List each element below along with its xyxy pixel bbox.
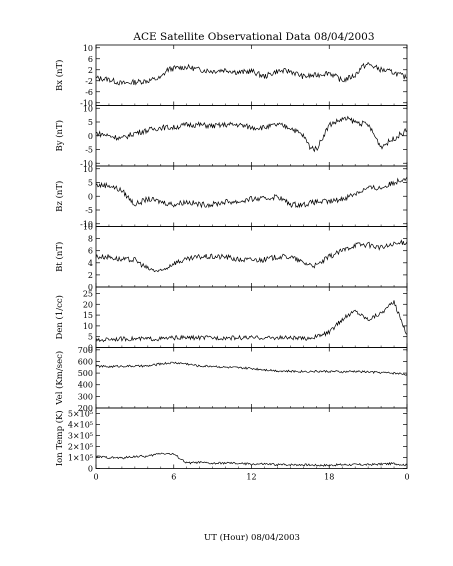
y-tick-label: 4×10⁵ — [68, 421, 93, 430]
y-tick-label: 500 — [78, 369, 93, 378]
y-tick-label: 200 — [78, 404, 93, 413]
panel-frame — [95, 226, 408, 288]
panel-4: 10 8 6 4 2 0 Bt (nT) — [54, 223, 408, 292]
y-tick-label: 6 — [88, 247, 93, 256]
y-axis-title: Bx (nT) — [54, 59, 65, 91]
y-tick-label: 6 — [88, 55, 93, 64]
y-tick-label: 0 — [88, 192, 93, 201]
series-line — [95, 361, 408, 376]
series-line — [95, 115, 408, 153]
y-axis-title: Ion Temp (K) — [54, 410, 65, 466]
figure-title: ACE Satellite Observational Data 08/04/2… — [132, 31, 374, 43]
y-tick-label: -10 — [80, 159, 93, 168]
panel-6: 700 600 500 400 300 200 Vel (Km/sec) — [54, 346, 408, 413]
x-tick-label: 18 — [324, 473, 334, 482]
y-tick-label: 5 — [88, 179, 93, 188]
y-tick-label: 5 — [88, 118, 93, 127]
y-tick-label: 2×10⁵ — [68, 443, 93, 452]
y-axis-title: Den (1/cc) — [54, 295, 65, 339]
y-tick-label: -2 — [85, 77, 93, 86]
panel-1: 10 6 2 -2 -6 -10 Bx (nT) — [54, 44, 408, 108]
y-tick-label: 25 — [83, 289, 93, 298]
panels-group: 10 6 2 -2 -6 -10 Bx (nT) 10 5 0 -5 -10 By (nT) 10 5 0 -5… — [54, 44, 408, 474]
y-axis-title: Vel (Km/sec) — [54, 351, 65, 406]
y-tick-label: 20 — [83, 300, 93, 309]
series-line — [95, 61, 408, 86]
y-axis-title: Bz (nT) — [54, 181, 65, 212]
y-tick-label: 10 — [83, 44, 93, 53]
x-axis-label: UT (Hour) 08/04/2003 — [204, 532, 300, 543]
series-line — [95, 176, 408, 209]
y-tick-label: 4 — [88, 259, 93, 268]
y-tick-label: 10 — [83, 322, 93, 331]
y-axis-title: Bt (nT) — [54, 242, 65, 272]
x-tick-label: 12 — [246, 473, 256, 482]
x-tick-label: 0 — [404, 473, 409, 482]
y-tick-label: -10 — [80, 220, 93, 229]
y-tick-label: 3×10⁵ — [68, 432, 93, 441]
panel-frame — [95, 105, 408, 167]
panel-2: 10 5 0 -5 -10 By (nT) — [54, 104, 408, 168]
y-tick-label: 10 — [83, 104, 93, 113]
panel-7: 5×10⁵ 4×10⁵ 3×10⁵ 2×10⁵ 1×10⁵ 0 Ion Temp (K) — [54, 407, 408, 474]
series-line — [95, 300, 408, 343]
panel-5: 25 20 15 10 5 0 Den (1/cc) — [54, 286, 408, 353]
panel-3: 10 5 0 -5 -10 Bz (nT) — [54, 165, 408, 229]
y-tick-label: 15 — [83, 311, 93, 320]
y-tick-label: 0 — [88, 465, 93, 474]
y-tick-label: -10 — [80, 99, 93, 108]
y-tick-label: 10 — [83, 223, 93, 232]
y-tick-label: 10 — [83, 165, 93, 174]
x-tick-label: 6 — [171, 473, 176, 482]
y-tick-label: 5 — [88, 333, 93, 342]
y-tick-label: 700 — [78, 346, 93, 355]
y-tick-label: 300 — [78, 392, 93, 401]
panel-frame — [95, 407, 408, 469]
y-tick-label: 8 — [88, 235, 93, 244]
x-axis: 0 6 12 18 0 — [93, 473, 409, 482]
panel-frame — [95, 286, 408, 348]
y-tick-label: 600 — [78, 357, 93, 366]
y-tick-label: 1×10⁵ — [68, 454, 93, 463]
y-tick-label: -5 — [85, 146, 93, 155]
y-tick-label: 5×10⁵ — [68, 410, 93, 419]
y-tick-label: -5 — [85, 206, 93, 215]
panel-frame — [95, 347, 408, 409]
y-tick-label: 2 — [88, 271, 93, 280]
y-tick-label: 2 — [88, 66, 93, 75]
y-axis-title: By (nT) — [54, 120, 65, 152]
panel-frame — [95, 44, 408, 106]
series-line — [95, 452, 408, 467]
y-tick-label: 0 — [88, 132, 93, 141]
x-tick-label: 0 — [93, 473, 98, 482]
y-tick-label: -6 — [85, 88, 93, 97]
y-tick-label: 0 — [88, 344, 93, 353]
y-tick-label: 0 — [88, 283, 93, 292]
y-tick-label: 400 — [78, 381, 93, 390]
series-line — [95, 239, 408, 273]
